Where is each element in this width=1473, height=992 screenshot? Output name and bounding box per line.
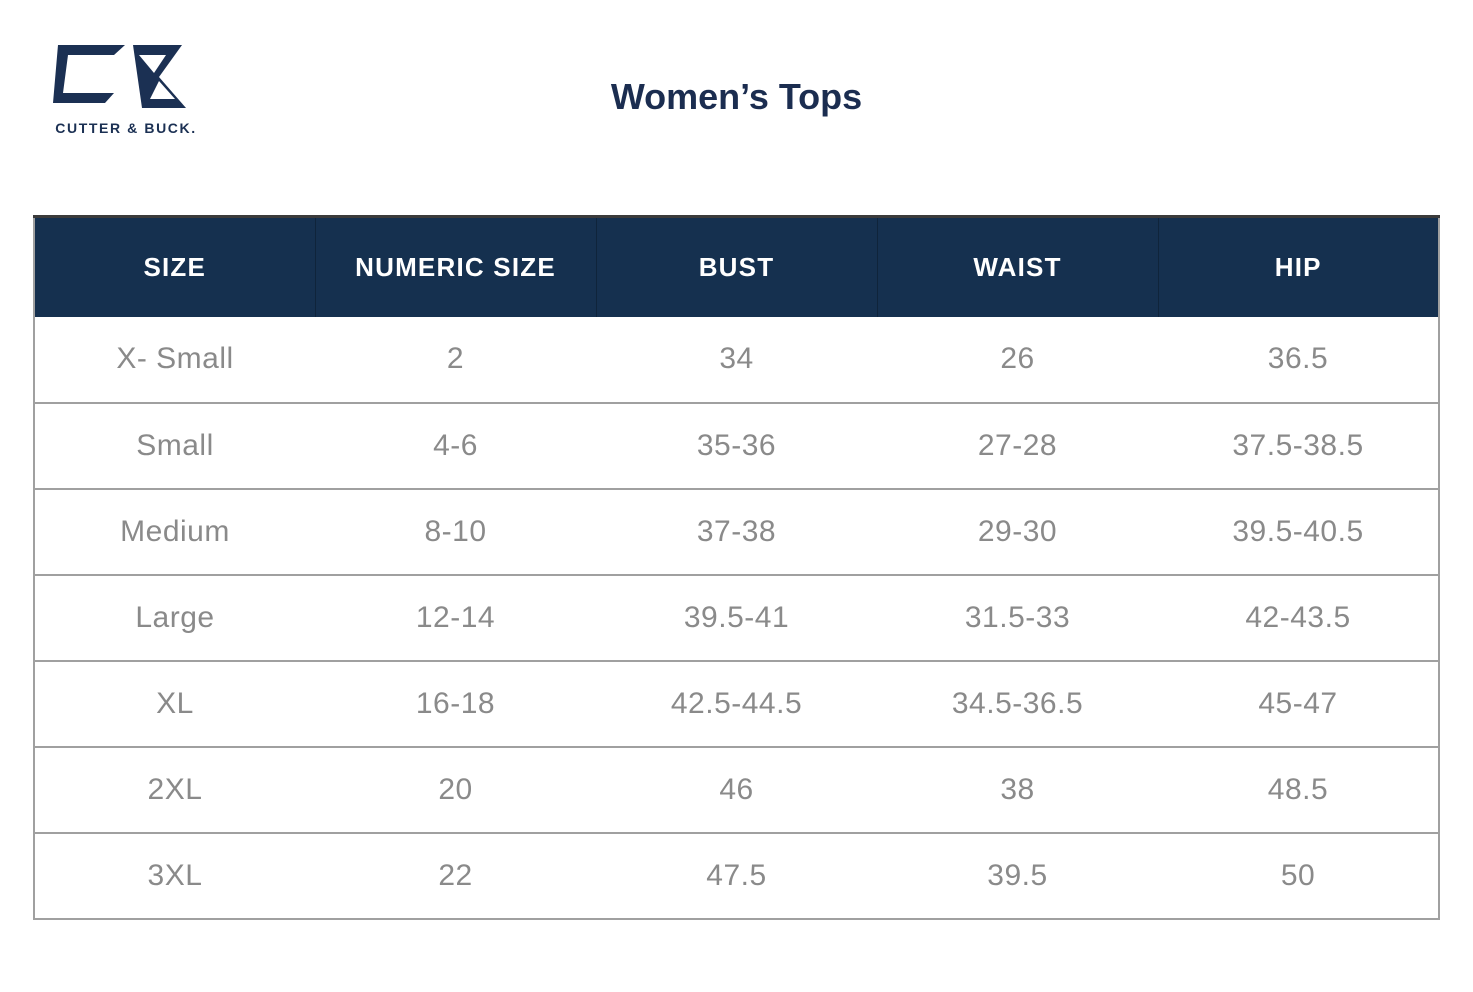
table-row-small: Small 4-6 35-36 27-28 37.5-38.5 xyxy=(34,401,1439,489)
brand-name: CUTTER & BUCK. xyxy=(55,120,197,136)
table-cell: 46 xyxy=(596,745,877,833)
table-cell: 39.5-40.5 xyxy=(1158,487,1439,575)
brand-logo: CUTTER & BUCK. xyxy=(45,33,207,136)
table-cell: Large xyxy=(34,573,315,661)
table-cell: 8-10 xyxy=(315,487,596,575)
table-body: X- Small 2 34 26 36.5 Small 4-6 35-36 27… xyxy=(34,317,1439,919)
table-row-medium: Medium 8-10 37-38 29-30 39.5-40.5 xyxy=(34,487,1439,575)
table-cell: 26 xyxy=(1000,342,1035,375)
header-row: SIZE NUMERIC SIZE BUST WAIST HIP xyxy=(34,215,1439,317)
table-cell: 42.5-44.5 xyxy=(596,659,877,747)
table-cell: 20 xyxy=(315,745,596,833)
table-row-large: Large 12-14 39.5-41 31.5-33 42-43.5 xyxy=(34,573,1439,661)
table-cell: Medium xyxy=(34,487,315,575)
table-cell: 36.5 xyxy=(1267,342,1329,375)
table-row-3xl: 3XL 22 47.5 39.5 50 xyxy=(34,831,1439,919)
table-cell: 39.5-41 xyxy=(596,573,877,661)
column-header-waist: WAIST xyxy=(876,215,1158,317)
column-header-bust: BUST xyxy=(595,215,877,317)
column-header-numeric-size: NUMERIC SIZE xyxy=(314,215,596,317)
table-row-xsmall: X- Small 2 34 26 36.5 xyxy=(34,317,1439,403)
table-header: SIZE NUMERIC SIZE BUST WAIST HIP xyxy=(34,215,1439,317)
table-cell: 42-43.5 xyxy=(1158,573,1439,661)
table-cell: 39.5 xyxy=(877,831,1158,919)
table-cell: 3XL xyxy=(34,831,315,919)
table-cell: 37-38 xyxy=(596,487,877,575)
table-cell: XL xyxy=(34,659,315,747)
table-cell: 31.5-33 xyxy=(877,573,1158,661)
size-table-container: SIZE NUMERIC SIZE BUST WAIST HIP X- Smal… xyxy=(33,215,1440,920)
table-cell: 22 xyxy=(315,831,596,919)
table-cell: 45-47 xyxy=(1158,659,1439,747)
table-cell: 47.5 xyxy=(596,831,877,919)
table-cell: 29-30 xyxy=(877,487,1158,575)
table-cell: 12-14 xyxy=(315,573,596,661)
column-header-hip: HIP xyxy=(1157,215,1439,317)
page-title: Women’s Tops xyxy=(610,76,863,117)
table-cell: 48.5 xyxy=(1158,745,1439,833)
table-cell: 2XL xyxy=(34,745,315,833)
table-cell: 37.5-38.5 xyxy=(1158,401,1439,489)
table-row-2xl: 2XL 20 46 38 48.5 xyxy=(34,745,1439,833)
cutter-buck-monogram-icon xyxy=(53,45,186,108)
size-table: SIZE NUMERIC SIZE BUST WAIST HIP X- Smal… xyxy=(33,215,1440,920)
table-cell: 34 xyxy=(719,342,754,375)
table-cell: 27-28 xyxy=(877,401,1158,489)
table-cell: 38 xyxy=(877,745,1158,833)
table-cell: Small xyxy=(34,401,315,489)
table-cell: 16-18 xyxy=(315,659,596,747)
table-row-xl: XL 16-18 42.5-44.5 34.5-36.5 45-47 xyxy=(34,659,1439,747)
column-header-size: SIZE xyxy=(34,215,315,317)
table-cell: 35-36 xyxy=(596,401,877,489)
table-cell: 34.5-36.5 xyxy=(877,659,1158,747)
table-cell: 4-6 xyxy=(315,401,596,489)
table-cell: 50 xyxy=(1158,831,1439,919)
table-cell: X- Small xyxy=(116,342,234,375)
table-cell: 2 xyxy=(446,342,465,375)
